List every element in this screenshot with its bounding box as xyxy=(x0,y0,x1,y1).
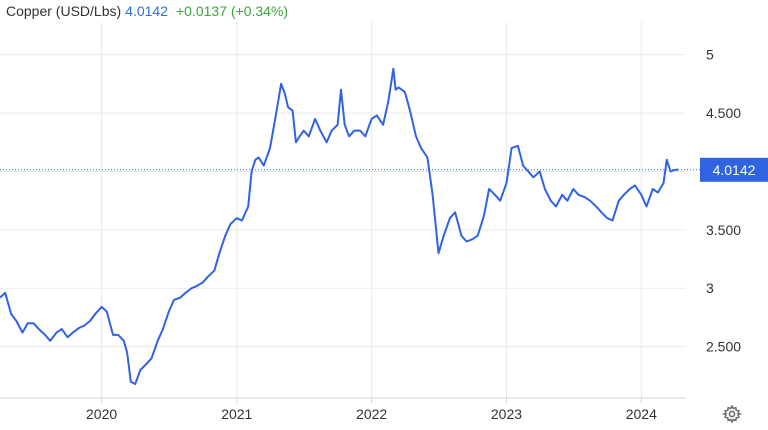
series-layer xyxy=(0,67,679,385)
y-tick-label: 2.500 xyxy=(706,339,741,355)
grid xyxy=(0,22,686,399)
instrument-name: Copper (USD/Lbs) xyxy=(6,3,122,19)
x-tick-label: 2024 xyxy=(626,406,657,422)
instrument-price: 4.0142 xyxy=(125,3,168,19)
chart-header: Copper (USD/Lbs) 4.0142 +0.0137 (+0.34%) xyxy=(6,3,288,19)
x-axis: 2020 2021 2022 2023 2024 xyxy=(86,398,657,422)
instrument-change: +0.0137 (+0.34%) xyxy=(175,3,289,19)
x-tick-label: 2022 xyxy=(356,406,387,422)
gear-icon[interactable] xyxy=(722,404,742,424)
last-price-badge xyxy=(700,157,768,182)
x-tick-label: 2020 xyxy=(86,406,117,422)
last-price-layer: 4.0142 xyxy=(0,157,768,182)
last-price-label: 4.0142 xyxy=(713,162,756,178)
y-tick-label: 4.500 xyxy=(706,105,741,121)
x-tick-label: 2021 xyxy=(221,406,252,422)
x-tick-label: 2023 xyxy=(491,406,522,422)
price-series-line xyxy=(0,67,679,385)
y-tick-label: 5 xyxy=(706,47,714,63)
y-tick-label: 3 xyxy=(706,280,714,296)
y-tick-label: 3.500 xyxy=(706,222,741,238)
